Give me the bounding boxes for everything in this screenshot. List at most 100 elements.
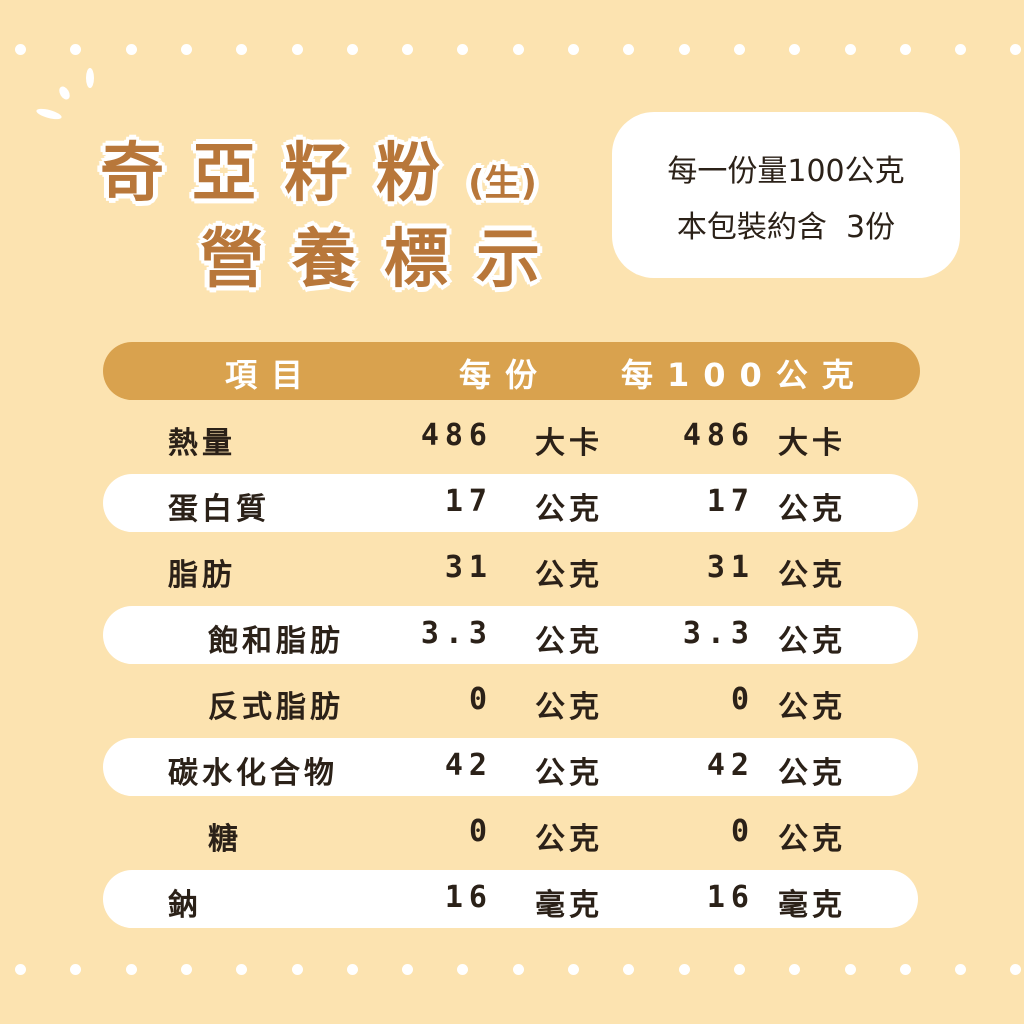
- per-serving-value: 17: [444, 484, 493, 519]
- per-100g-value: 486: [682, 418, 755, 453]
- table-row: 反式脂肪 0 公克 0 公克: [103, 672, 918, 730]
- sparkle-decoration: [35, 106, 63, 122]
- per-serving-value: 0: [468, 814, 493, 849]
- dot: [955, 964, 967, 975]
- dot: [346, 44, 358, 55]
- per-100g-unit: 公克: [778, 756, 846, 791]
- dot: [1010, 964, 1022, 975]
- dot: [844, 44, 856, 55]
- per-serving-unit: 大卡: [535, 426, 603, 461]
- dot: [125, 964, 137, 975]
- table-row: 碳水化合物 42 公克 42 公克: [103, 738, 918, 796]
- dot: [291, 964, 303, 975]
- table-row: 鈉 16 毫克 16 毫克: [103, 870, 918, 928]
- bottom-dot-border: [0, 964, 1024, 976]
- dot: [15, 44, 26, 55]
- dot: [180, 964, 192, 975]
- table-header: 項目 每份 每100公克: [103, 342, 920, 400]
- per-100g-value: 16: [706, 880, 755, 915]
- per-100g-value: 42: [706, 748, 755, 783]
- title-line2: 營養標示: [200, 223, 568, 297]
- dot: [291, 44, 303, 55]
- table-row: 熱量 486 大卡 486 大卡: [103, 408, 918, 466]
- dot: [568, 44, 579, 55]
- dot: [180, 44, 192, 55]
- dot: [457, 964, 469, 975]
- dot: [15, 964, 26, 975]
- dot: [1010, 44, 1022, 55]
- dot: [70, 44, 82, 55]
- per-serving-unit: 公克: [535, 492, 603, 527]
- dot: [899, 44, 911, 55]
- per-serving-unit: 毫克: [535, 888, 603, 923]
- servings-per-package: 本包裝約含 3份: [676, 210, 896, 245]
- per-serving-unit: 公克: [535, 690, 603, 725]
- nutrient-name: 碳水化合物: [168, 756, 338, 791]
- top-dot-border: [0, 44, 1024, 56]
- dot: [402, 964, 414, 975]
- dot: [678, 44, 690, 55]
- nutrient-name: 糖: [208, 822, 242, 857]
- per-serving-value: 42: [444, 748, 493, 783]
- dot: [512, 44, 524, 55]
- per-serving-value: 3.3: [420, 616, 493, 651]
- per-100g-value: 0: [730, 814, 755, 849]
- per-100g-unit: 公克: [778, 624, 846, 659]
- serving-info-box: 每一份量100公克 本包裝約含 3份: [612, 112, 960, 278]
- table-row: 糖 0 公克 0 公克: [103, 804, 918, 862]
- nutrient-name: 熱量: [168, 426, 236, 461]
- dot: [955, 44, 967, 55]
- nutrient-name: 脂肪: [168, 558, 236, 593]
- per-serving-value: 16: [444, 880, 493, 915]
- serving-size: 每一份量100公克: [667, 154, 905, 189]
- title-line1: 奇亞籽粉(生): [100, 137, 537, 211]
- dot: [236, 44, 248, 55]
- per-100g-unit: 大卡: [778, 426, 846, 461]
- per-serving-unit: 公克: [535, 558, 603, 593]
- table-row: 飽和脂肪 3.3 公克 3.3 公克: [103, 606, 918, 664]
- per-100g-unit: 公克: [778, 822, 846, 857]
- dot: [346, 964, 358, 975]
- dot: [678, 964, 690, 975]
- dot: [733, 964, 745, 975]
- per-100g-value: 3.3: [682, 616, 755, 651]
- dot: [125, 44, 137, 55]
- table-row: 蛋白質 17 公克 17 公克: [103, 474, 918, 532]
- header-item: 項目: [225, 356, 318, 394]
- nutrient-name: 飽和脂肪: [208, 624, 344, 659]
- dot: [236, 964, 248, 975]
- table-row: 脂肪 31 公克 31 公克: [103, 540, 918, 598]
- per-100g-unit: 公克: [778, 492, 846, 527]
- per-serving-unit: 公克: [535, 756, 603, 791]
- dot: [402, 44, 414, 55]
- dot: [789, 44, 801, 55]
- sparkle-decoration: [86, 68, 94, 88]
- per-100g-value: 17: [706, 484, 755, 519]
- per-serving-value: 486: [420, 418, 493, 453]
- dot: [70, 964, 82, 975]
- dot: [733, 44, 745, 55]
- per-100g-value: 31: [706, 550, 755, 585]
- dot: [623, 44, 635, 55]
- dot: [457, 44, 469, 55]
- sparkle-decoration: [57, 84, 72, 102]
- per-serving-value: 31: [444, 550, 493, 585]
- nutrient-name: 反式脂肪: [208, 690, 344, 725]
- dot: [789, 964, 801, 975]
- per-100g-unit: 公克: [778, 690, 846, 725]
- per-serving-unit: 公克: [535, 624, 603, 659]
- dot: [899, 964, 911, 975]
- per-100g-unit: 公克: [778, 558, 846, 593]
- per-100g-unit: 毫克: [778, 888, 846, 923]
- per-100g-value: 0: [730, 682, 755, 717]
- per-serving-unit: 公克: [535, 822, 603, 857]
- nutrient-name: 鈉: [168, 888, 202, 923]
- nutrient-name: 蛋白質: [168, 492, 270, 527]
- dot: [623, 964, 635, 975]
- per-serving-value: 0: [468, 682, 493, 717]
- header-per-100g: 每100公克: [621, 356, 868, 394]
- header-per-serving: 每份: [459, 356, 552, 394]
- dot: [512, 964, 524, 975]
- dot: [568, 964, 579, 975]
- dot: [844, 964, 856, 975]
